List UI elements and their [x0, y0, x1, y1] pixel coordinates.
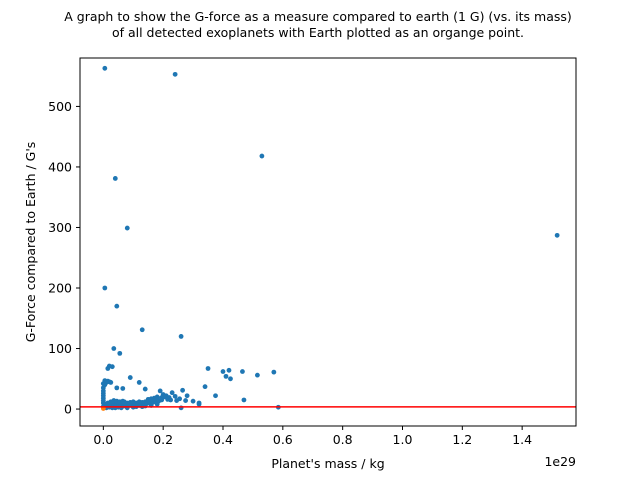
exoplanet-point	[205, 366, 211, 371]
exoplanet-point	[196, 401, 202, 407]
exoplanet-point	[180, 387, 186, 393]
exoplanet-point	[271, 369, 277, 375]
y-tick-label: 100	[48, 341, 72, 356]
exoplanet-point	[172, 71, 178, 77]
exoplanet-point	[117, 350, 123, 356]
exoplanet-point	[124, 225, 130, 231]
exoplanet-point	[157, 388, 163, 394]
x-axis-offset-label: 1e29	[544, 454, 576, 469]
x-tick-label: 0.8	[333, 432, 353, 447]
exoplanet-point	[102, 65, 108, 71]
exoplanet-point	[178, 334, 184, 339]
exoplanet-point	[105, 366, 111, 371]
exoplanet-point	[112, 176, 118, 181]
chart-title-line-2: of all detected exoplanets with Earth pl…	[112, 25, 524, 40]
y-tick-label: 300	[48, 220, 72, 235]
exoplanet-point	[184, 393, 190, 399]
x-tick-label: 0.4	[213, 432, 233, 447]
y-tick-label: 0	[64, 402, 72, 417]
exoplanet-point	[190, 398, 196, 404]
exoplanet-point	[142, 386, 148, 392]
plot-area: 0.0 0.2 0.4 0.6 0.8 1.0 1.2 1.4 0 100 200 300 400 50…	[48, 57, 577, 447]
exoplanet-point	[223, 373, 229, 379]
exoplanet-point	[168, 397, 174, 403]
exoplanet-point	[554, 232, 560, 238]
exoplanet-point	[213, 393, 218, 399]
x-tick-label: 0.2	[153, 432, 173, 447]
exoplanet-point	[139, 327, 145, 333]
x-tick-label: 0.6	[273, 432, 293, 447]
exoplanet-point	[159, 397, 165, 403]
exoplanet-point	[228, 376, 233, 382]
exoplanet-point	[255, 372, 260, 378]
y-tick-label: 500	[48, 99, 72, 114]
exoplanet-point	[183, 398, 189, 403]
x-tick-label: 0.0	[93, 432, 113, 447]
x-tick-label: 1.0	[393, 432, 413, 447]
exoplanet-point	[120, 386, 126, 391]
x-axis-ticks: 0.0 0.2 0.4 0.6 0.8 1.0 1.2 1.4	[93, 426, 532, 447]
x-tick-label: 1.2	[452, 432, 472, 447]
exoplanet-point	[102, 285, 108, 291]
exoplanet-point	[240, 369, 245, 374]
exoplanet-point	[108, 380, 114, 385]
y-axis-ticks: 0 100 200 300 400 500	[48, 99, 80, 417]
exoplanet-point	[154, 396, 160, 402]
y-axis-label: G-Force compared to Earth / G's	[23, 142, 38, 343]
axes-frame	[79, 57, 577, 427]
exoplanet-point	[172, 393, 178, 399]
exoplanet-point	[114, 385, 120, 391]
exoplanet-point	[220, 369, 226, 374]
y-tick-label: 200	[48, 281, 72, 296]
x-tick-label: 1.4	[512, 432, 532, 447]
exoplanet-point	[169, 390, 175, 396]
exoplanet-point	[114, 303, 120, 309]
exoplanet-point	[148, 397, 154, 403]
y-tick-label: 400	[48, 159, 72, 174]
exoplanet-point	[111, 346, 117, 351]
exoplanet-point	[136, 380, 142, 385]
exoplanet-point	[202, 384, 208, 390]
exoplanet-point	[241, 397, 247, 403]
exoplanet-point	[177, 396, 183, 402]
x-axis-label: Planet's mass / kg	[271, 456, 384, 471]
exoplanet-point	[127, 375, 133, 380]
chart-title-line-1: A graph to show the G-force as a measure…	[64, 9, 572, 24]
exoplanet-point	[109, 364, 115, 370]
exoplanet-point	[226, 367, 232, 373]
exoplanet-point	[259, 153, 265, 159]
